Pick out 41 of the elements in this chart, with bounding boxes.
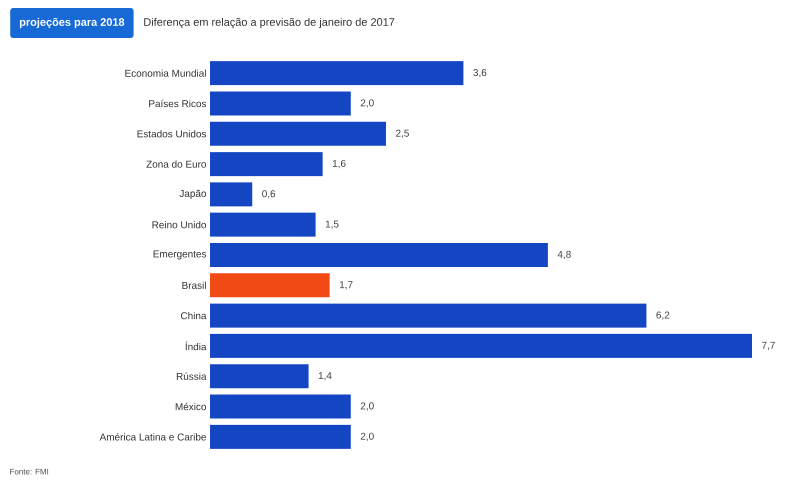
- y-tick-label: Índia: [186, 342, 206, 350]
- data-label: 2,5: [396, 130, 409, 138]
- bar: [210, 304, 646, 328]
- bar: [210, 364, 309, 388]
- bar: [210, 152, 323, 176]
- bar: [210, 212, 316, 237]
- chart-subtitle: Diferença em relação a previsão de janeiro de 2017: [144, 18, 394, 28]
- data-label: 6,2: [656, 311, 670, 320]
- bar: [210, 91, 351, 116]
- y-tick-label: Estados Unidos: [138, 130, 206, 138]
- bar: [210, 122, 386, 146]
- data-label: 1,6: [332, 160, 346, 168]
- y-tick-label: Reino Unido: [152, 221, 206, 228]
- bar: [210, 334, 752, 358]
- data-label: 1,4: [318, 372, 332, 380]
- y-tick-label: México: [176, 402, 206, 410]
- y-tick-label: Brasil: [182, 282, 206, 289]
- y-tick-label: Zona do Euro: [146, 160, 206, 168]
- data-label: 0,6: [262, 190, 276, 198]
- y-tick-label: Países Ricos: [149, 100, 206, 108]
- data-label: 7,7: [762, 342, 775, 350]
- data-label: 1,7: [340, 281, 353, 290]
- data-label: 2,0: [360, 402, 374, 411]
- data-label: 2,0: [360, 99, 374, 108]
- y-tick-label: Rússia: [176, 372, 206, 380]
- text: projeções para 2018: [20, 18, 124, 28]
- data-label: 3,6: [473, 69, 486, 78]
- bar: [210, 273, 330, 298]
- y-tick-label: América Latina e Caribe: [100, 433, 206, 441]
- data-label: 1,5: [326, 220, 339, 229]
- y-tick-label: Economia Mundial: [125, 69, 206, 77]
- bar: [210, 394, 351, 419]
- bar: [210, 61, 464, 86]
- data-label: 2,0: [360, 432, 374, 441]
- y-tick-label: China: [180, 312, 206, 320]
- bar: [210, 424, 351, 449]
- bar: [210, 182, 252, 206]
- bar: [210, 242, 548, 267]
- data-label: 4,8: [558, 250, 571, 260]
- y-tick-label: Japão: [180, 190, 206, 199]
- y-tick-label: Emergentes: [154, 250, 206, 260]
